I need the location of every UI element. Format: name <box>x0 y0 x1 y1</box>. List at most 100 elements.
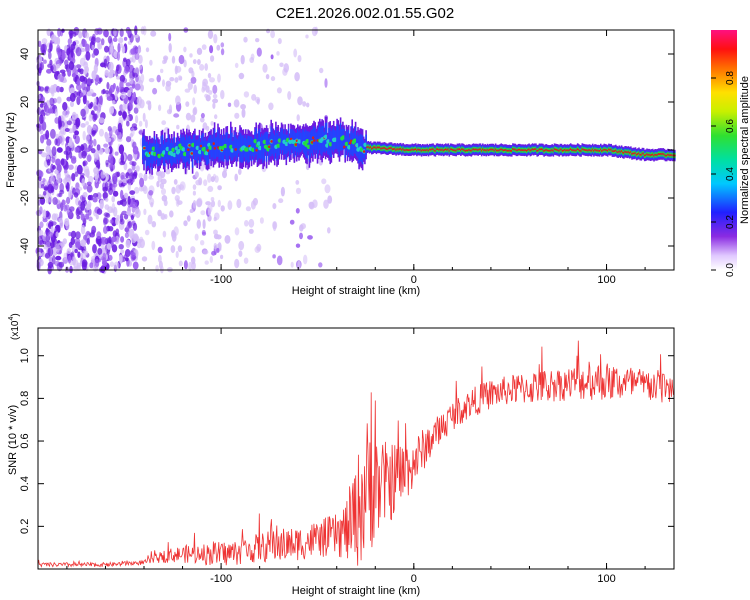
ridge-peak <box>375 147 378 150</box>
ridge-peak <box>589 149 592 152</box>
ridge-band <box>275 127 277 154</box>
noise-blob <box>214 114 218 120</box>
noise-blob <box>91 53 96 58</box>
noise-blob <box>207 173 212 183</box>
ridge-peak <box>545 149 548 151</box>
ridge-peak <box>640 154 643 156</box>
ridge-peak <box>464 150 467 152</box>
noise-blob <box>80 201 86 211</box>
ridge-peak <box>633 152 636 155</box>
noise-blob <box>212 98 219 104</box>
noise-blob <box>147 214 153 225</box>
noise-blob <box>163 199 168 207</box>
noise-blob <box>59 86 64 93</box>
noise-blob <box>56 63 60 69</box>
noise-blob <box>86 237 91 245</box>
ridge-peak <box>572 149 574 152</box>
ridge-core <box>165 146 170 152</box>
ridge-peak <box>432 148 434 150</box>
noise-blob <box>234 227 240 236</box>
ridge-peak <box>383 146 386 149</box>
noise-blob <box>79 43 83 49</box>
ridge-peak <box>408 149 410 152</box>
ridge-peak <box>504 149 506 151</box>
ridge-core <box>195 145 200 151</box>
noise-blob <box>134 186 140 194</box>
ridge-peak <box>579 150 581 152</box>
noise-blob <box>118 110 123 116</box>
ridge-peak <box>463 149 466 152</box>
noise-blob <box>43 59 47 64</box>
noise-blob <box>171 55 176 64</box>
ridge-peak <box>531 148 534 150</box>
noise-blob <box>66 182 70 192</box>
ridge-peak <box>423 149 425 152</box>
noise-blob <box>103 143 109 148</box>
ridge-peak <box>190 152 194 155</box>
noise-blob <box>93 167 99 175</box>
noise-blob <box>73 134 77 140</box>
ridge-peak <box>366 146 368 149</box>
ridge-peak <box>571 149 573 151</box>
noise-blob <box>276 255 283 266</box>
noise-blob <box>244 220 249 227</box>
ridge-peak <box>420 149 423 152</box>
noise-blob <box>276 87 282 94</box>
noise-blob <box>323 199 329 209</box>
noise-blob <box>147 104 152 111</box>
ridge-band <box>283 133 285 156</box>
noise-blob <box>81 145 85 151</box>
noise-blob <box>48 256 53 263</box>
noise-blob <box>174 77 179 83</box>
noise-blob <box>132 261 139 270</box>
noise-blob <box>116 51 120 61</box>
noise-blob <box>103 212 110 217</box>
noise-blob <box>67 68 72 77</box>
noise-blob <box>109 160 114 168</box>
noise-blob <box>45 106 50 114</box>
noise-blob <box>227 200 233 211</box>
ridge-peak <box>479 148 482 151</box>
noise-blob <box>204 63 208 71</box>
ridge-band <box>190 139 193 158</box>
noise-blob <box>212 102 216 109</box>
noise-blob <box>262 63 268 73</box>
ridge-band <box>236 139 239 158</box>
ridge-band <box>239 131 241 162</box>
ridge-peak <box>578 148 580 151</box>
ridge-band <box>216 136 218 157</box>
ridge-peak <box>649 154 652 157</box>
ridge-peak <box>396 147 399 150</box>
noise-blob <box>70 117 76 125</box>
noise-blob <box>126 120 130 127</box>
ridge-peak <box>476 148 478 151</box>
ridge-core <box>344 141 349 147</box>
ridge-peak <box>398 148 401 150</box>
ridge-peak <box>630 151 632 153</box>
noise-blob <box>119 80 124 90</box>
ridge-peak <box>566 149 569 151</box>
noise-blob <box>103 217 109 225</box>
ridge-peak <box>413 148 416 151</box>
ridge-peak <box>478 148 481 151</box>
noise-blob <box>47 183 54 194</box>
noise-blob <box>152 87 158 95</box>
noise-blob <box>200 117 205 123</box>
noise-blob <box>103 225 108 234</box>
noise-blob <box>92 33 96 42</box>
ridge-peak <box>452 148 454 151</box>
noise-blob <box>99 199 104 210</box>
ridge-peak <box>450 148 453 151</box>
noise-blob <box>70 48 74 58</box>
noise-blob <box>93 113 98 121</box>
snr-multiplier-text: (x10 <box>10 320 21 340</box>
ridge-peak <box>613 150 616 152</box>
noise-blob <box>200 210 206 216</box>
ridge-peak <box>487 149 490 152</box>
noise-blob <box>150 30 157 37</box>
noise-blob <box>82 191 88 198</box>
noise-blob <box>67 254 72 264</box>
ridge-peak <box>401 149 403 151</box>
noise-blob <box>224 235 231 244</box>
noise-blob <box>113 261 120 271</box>
